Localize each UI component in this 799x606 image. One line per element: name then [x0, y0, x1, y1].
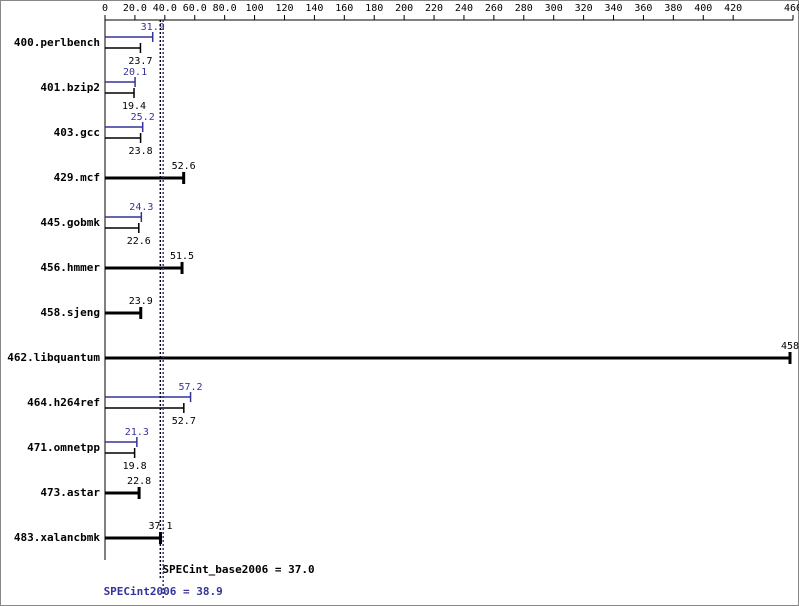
x-tick-label: 140 [305, 3, 323, 14]
x-tick-label: 400 [694, 3, 712, 14]
category-label: 400.perlbench [14, 36, 100, 49]
category-label: 429.mcf [54, 171, 100, 184]
x-tick-label: 100 [246, 3, 264, 14]
x-tick-label: 180 [365, 3, 383, 14]
bar [105, 307, 143, 319]
value-label: 20.1 [123, 67, 147, 78]
bar [105, 172, 186, 184]
bar [105, 223, 140, 233]
category-label: 401.bzip2 [40, 81, 100, 94]
bar [105, 262, 184, 274]
bar [105, 212, 143, 222]
x-tick-label: 300 [545, 3, 563, 14]
category-label: 403.gcc [54, 126, 100, 139]
x-tick-label: 320 [575, 3, 593, 14]
reference-label: SPECint2006 = 38.9 [104, 585, 223, 598]
value-label: 51.5 [170, 251, 194, 262]
category-label: 483.xalancbmk [14, 531, 100, 544]
x-tick-label: 240 [455, 3, 473, 14]
bar [105, 88, 135, 98]
x-tick-label: 40.0 [153, 3, 177, 14]
value-label: 22.8 [127, 476, 151, 487]
x-tick-label: 220 [425, 3, 443, 14]
bar [105, 122, 144, 132]
category-label: 458.sjeng [40, 306, 100, 319]
bar [105, 43, 142, 53]
x-tick-label: 60.0 [183, 3, 207, 14]
value-label: 23.7 [128, 56, 152, 67]
bar [105, 352, 792, 364]
bar [105, 437, 138, 447]
bar [105, 448, 136, 458]
value-label: 23.8 [129, 146, 153, 157]
bar [105, 77, 136, 87]
reference-label: SPECint_base2006 = 37.0 [162, 563, 314, 576]
x-tick-label: 200 [395, 3, 413, 14]
bar [105, 133, 142, 143]
value-label: 23.9 [129, 296, 153, 307]
value-label: 458 [781, 341, 799, 352]
value-label: 25.2 [131, 112, 155, 123]
category-label: 464.h264ref [27, 396, 100, 409]
value-label: 19.4 [122, 101, 146, 112]
x-tick-label: 420 [724, 3, 742, 14]
category-label: 471.omnetpp [27, 441, 100, 454]
bar [105, 392, 192, 402]
bar [105, 487, 141, 499]
category-label: 445.gobmk [40, 216, 100, 229]
x-tick-label: 0 [102, 3, 108, 14]
value-label: 19.8 [123, 461, 147, 472]
x-tick-label: 80.0 [213, 3, 237, 14]
x-tick-label: 260 [485, 3, 503, 14]
value-label: 21.3 [125, 427, 149, 438]
value-label: 37.1 [148, 521, 172, 532]
category-label: 456.hmmer [40, 261, 100, 274]
x-tick-label: 120 [275, 3, 293, 14]
value-label: 24.3 [129, 202, 153, 213]
x-tick-label: 360 [634, 3, 652, 14]
value-label: 57.2 [179, 382, 203, 393]
category-label: 473.astar [40, 486, 100, 499]
x-tick-label: 280 [515, 3, 533, 14]
value-label: 31.9 [141, 22, 165, 33]
bar [105, 32, 154, 42]
category-label: 462.libquantum [7, 351, 100, 364]
x-tick-label: 340 [604, 3, 622, 14]
bar [105, 403, 185, 413]
value-label: 22.6 [127, 236, 151, 247]
x-tick-label: 160 [335, 3, 353, 14]
x-tick-label: 20.0 [123, 3, 147, 14]
value-label: 52.6 [172, 161, 196, 172]
x-tick-label: 460 [784, 3, 799, 14]
x-tick-label: 380 [664, 3, 682, 14]
value-label: 52.7 [172, 416, 196, 427]
